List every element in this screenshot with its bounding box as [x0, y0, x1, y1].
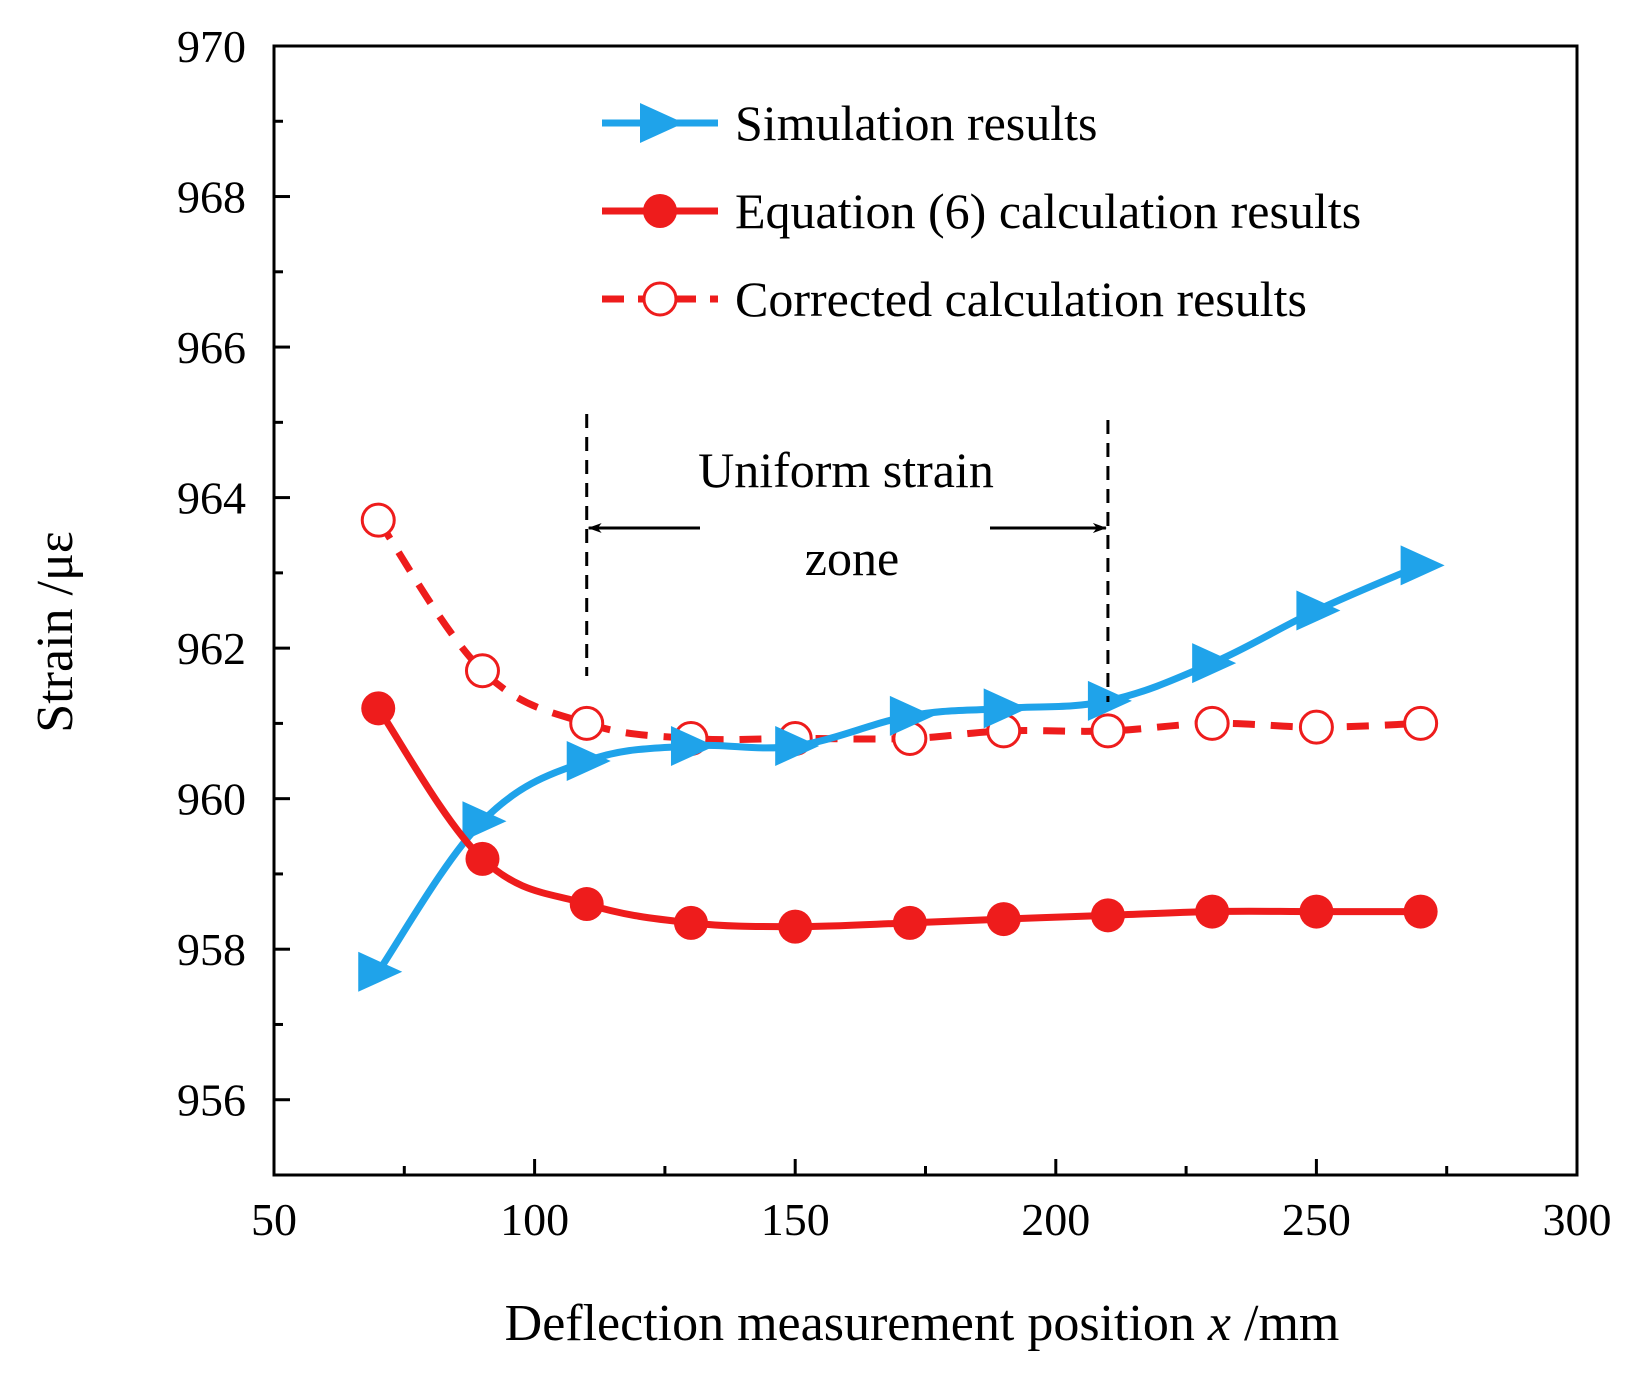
x-tick-label: 50 — [251, 1194, 297, 1245]
data-point — [566, 741, 611, 782]
x-tick-label: 150 — [761, 1194, 830, 1245]
data-point — [670, 725, 715, 766]
x-axis-label-text: Deflection measurement position — [505, 1295, 1195, 1352]
data-point — [1090, 898, 1125, 933]
data-point — [465, 841, 500, 876]
legend-symbol-2 — [602, 281, 718, 317]
annotation-line1: Uniform strain — [698, 442, 994, 498]
x-axis-label-variable: x — [1207, 1295, 1231, 1352]
legend-label-equation6: Equation (6) calculation results — [735, 183, 1361, 239]
y-tick-label: 960 — [177, 774, 246, 825]
data-point — [1087, 680, 1132, 721]
legend-symbol-0 — [602, 103, 718, 143]
legend-symbol-1 — [602, 194, 718, 228]
x-axis-label: Deflection measurement position x /mm — [505, 1295, 1340, 1352]
uniform-strain-annotation: Uniform strain zone — [585, 414, 1110, 702]
data-point — [358, 951, 403, 992]
legend-marker — [640, 103, 684, 143]
y-tick-label: 966 — [177, 322, 246, 373]
legend: Simulation results Equation (6) calculat… — [602, 95, 1361, 327]
annotation-line2: zone — [805, 530, 899, 586]
x-tick-label: 300 — [1543, 1194, 1612, 1245]
x-tick-label: 250 — [1282, 1194, 1351, 1245]
data-point — [464, 653, 500, 689]
y-tick-label: 962 — [177, 623, 246, 674]
data-point — [462, 801, 507, 842]
data-point — [892, 905, 927, 940]
data-point — [673, 905, 708, 940]
series-layer — [358, 502, 1445, 992]
legend-marker — [643, 194, 677, 228]
data-point — [889, 695, 934, 736]
y-tick-label: 964 — [177, 473, 246, 524]
data-point — [1400, 545, 1445, 586]
data-point — [1090, 713, 1126, 749]
data-point — [569, 705, 605, 741]
data-point — [1298, 709, 1334, 745]
legend-label-corrected: Corrected calculation results — [735, 271, 1307, 327]
data-point — [1195, 894, 1230, 929]
y-tick-label: 958 — [177, 924, 246, 975]
data-point — [778, 909, 813, 944]
x-tick-label: 200 — [1021, 1194, 1090, 1245]
y-tick-label: 956 — [177, 1075, 246, 1126]
x-tick-label: 100 — [500, 1194, 569, 1245]
data-point — [775, 725, 820, 766]
data-point — [986, 902, 1021, 937]
data-point — [983, 688, 1028, 729]
legend-marker — [642, 281, 678, 317]
data-point — [1403, 705, 1439, 741]
series-1 — [361, 691, 1438, 944]
legend-label-simulation: Simulation results — [735, 95, 1098, 151]
data-point — [361, 691, 396, 726]
data-point — [1296, 590, 1341, 631]
data-point — [1403, 894, 1438, 929]
data-point — [1299, 894, 1334, 929]
y-tick-label: 968 — [177, 172, 246, 223]
y-axis-label: Strain /με — [27, 531, 84, 732]
data-point — [569, 887, 604, 922]
series-0 — [358, 545, 1445, 992]
data-point — [1194, 705, 1230, 741]
axes: 50 100 150 200 250 300 956 958 960 962 964 966 968 97… — [177, 21, 1612, 1245]
data-point — [1192, 643, 1237, 684]
y-tick-label: 970 — [177, 21, 246, 72]
data-point — [360, 502, 396, 538]
x-axis-label-unit: /mm — [1244, 1295, 1339, 1352]
